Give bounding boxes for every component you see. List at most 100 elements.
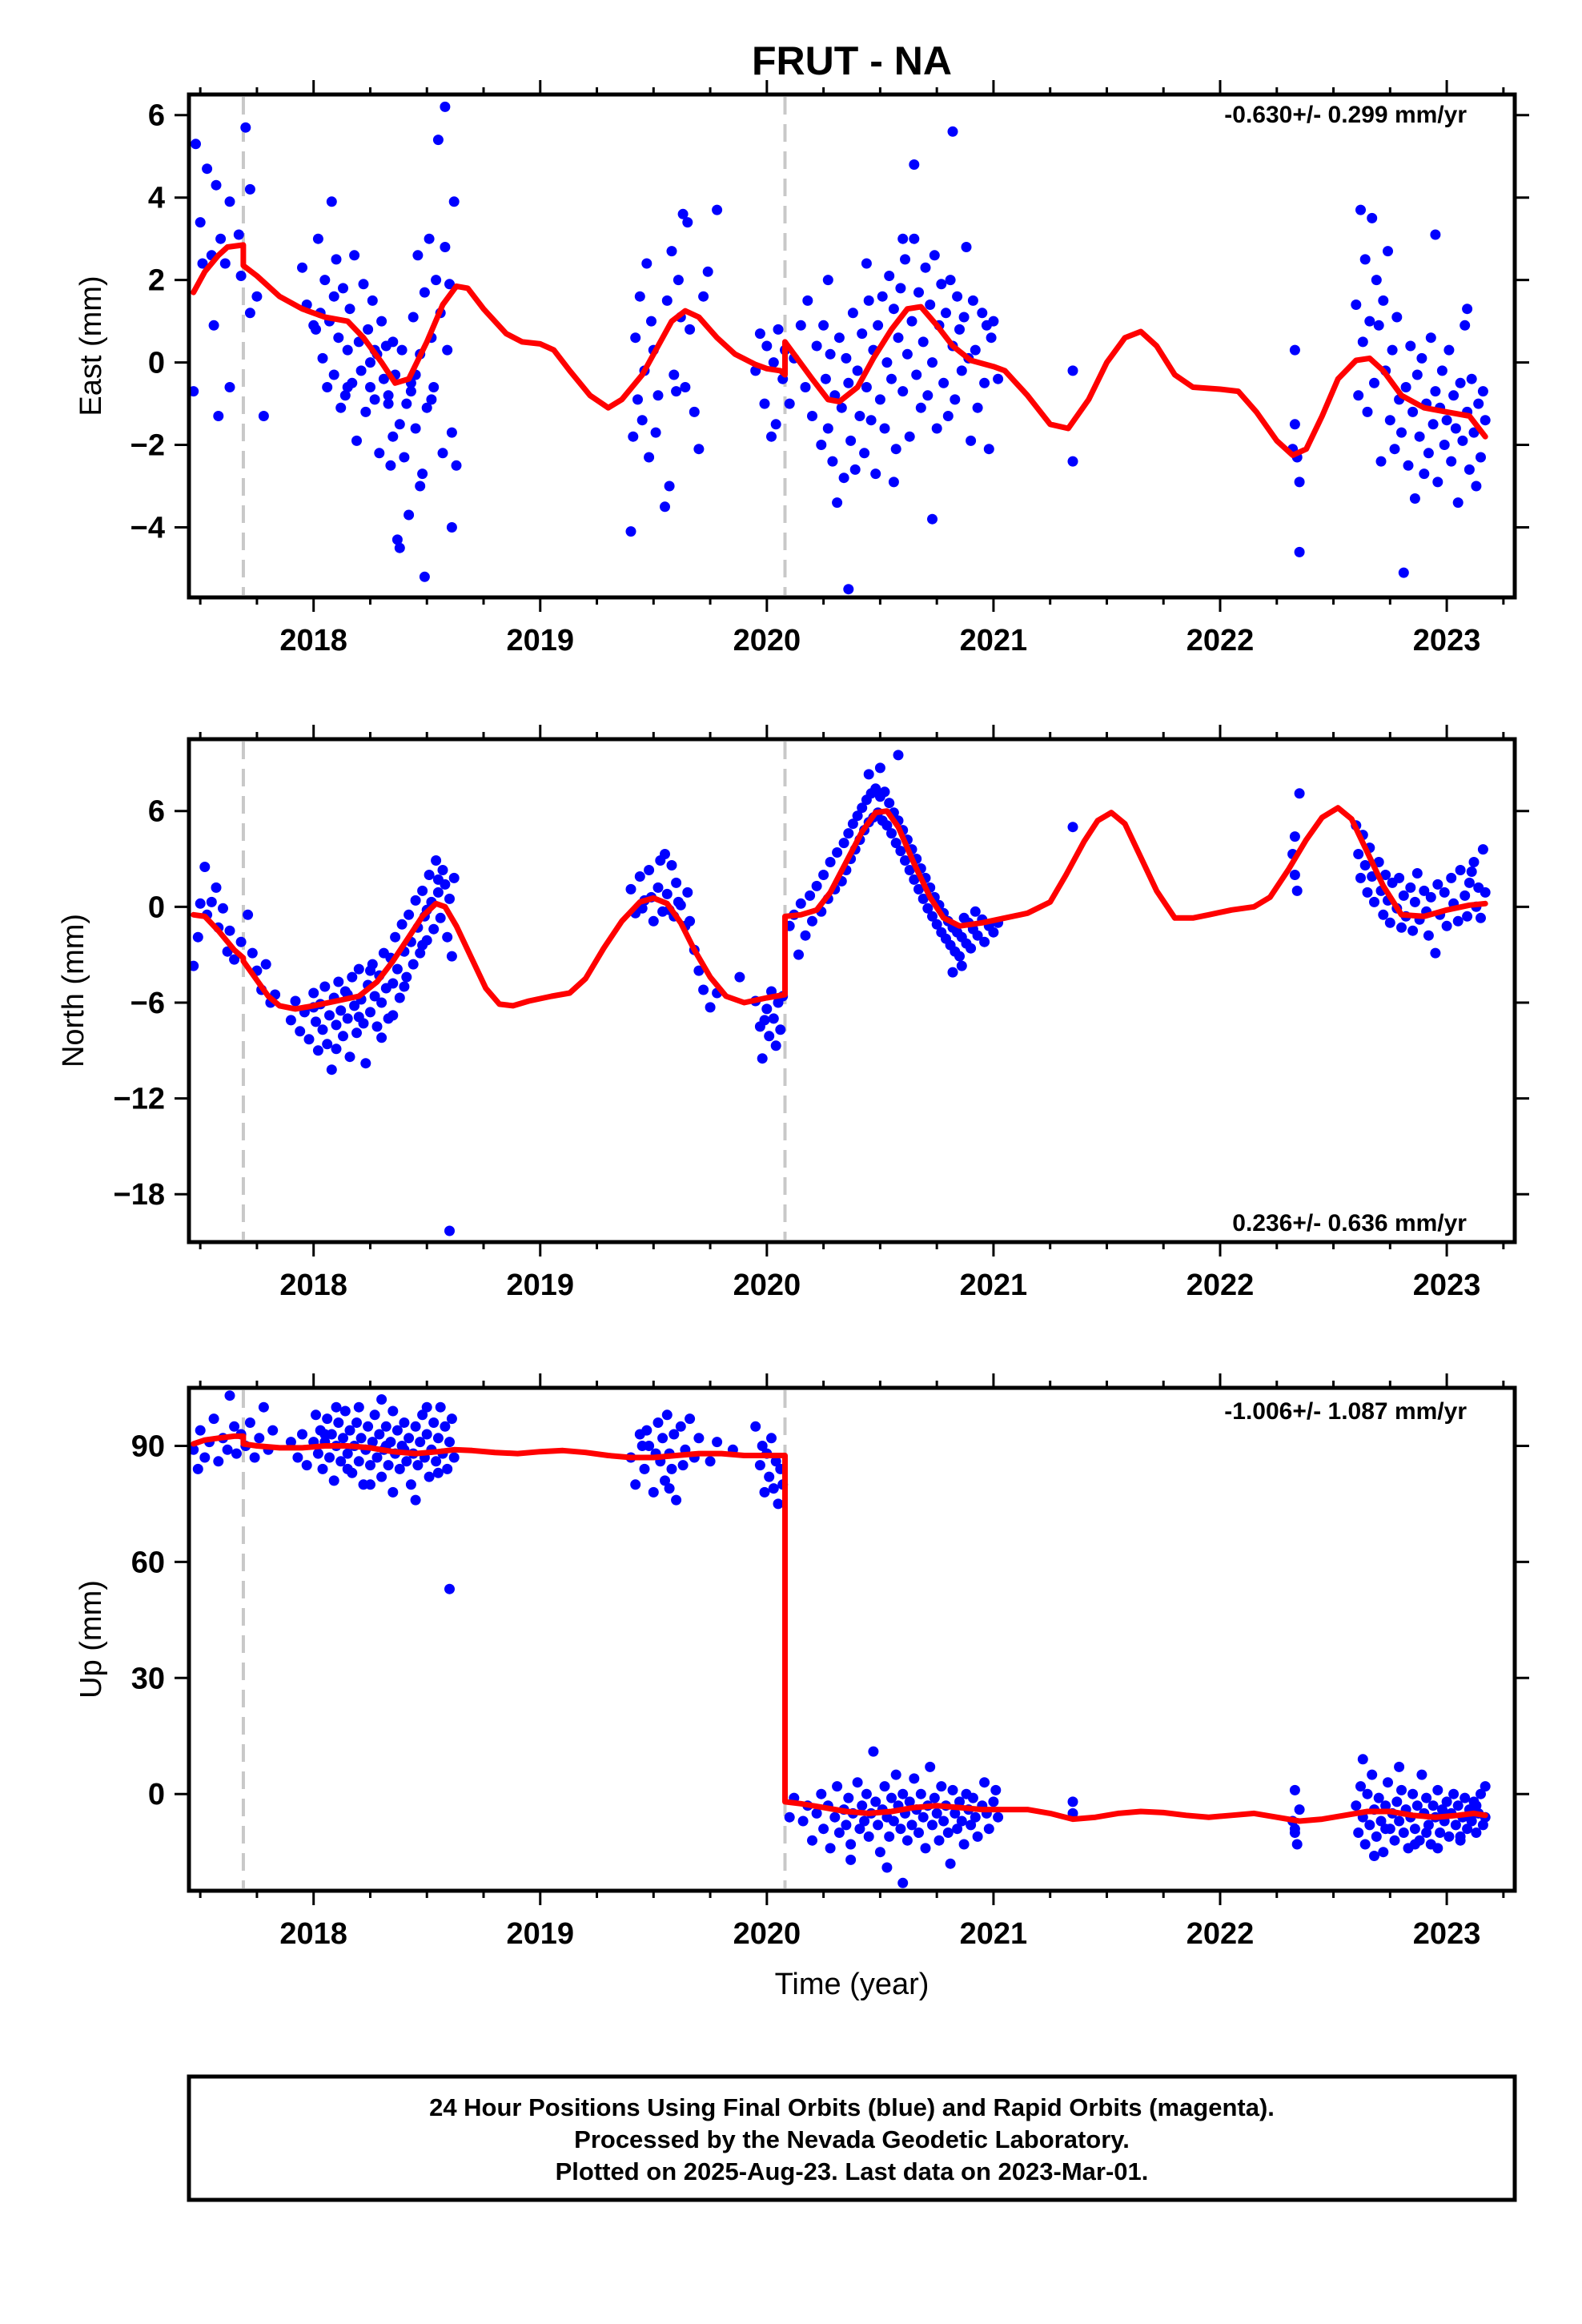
- footer-line-1: 24 Hour Positions Using Final Orbits (bl…: [429, 2093, 1275, 2121]
- east-data-point: [673, 275, 684, 286]
- north-data-point: [444, 1225, 455, 1236]
- east-data-point: [1364, 316, 1375, 327]
- east-data-point: [901, 348, 913, 360]
- north-data-point: [399, 981, 410, 992]
- up-data-point: [816, 1788, 827, 1799]
- east-data-point: [421, 402, 432, 413]
- north-data-point: [884, 798, 895, 809]
- north-data-point: [1289, 870, 1300, 880]
- north-data-point: [308, 987, 319, 999]
- north-data-point: [229, 954, 240, 965]
- north-data-point: [1452, 915, 1464, 927]
- up-data-point: [1460, 1792, 1471, 1803]
- up-data-point: [966, 1819, 977, 1831]
- east-data-point: [702, 266, 713, 277]
- east-data-point: [816, 440, 827, 450]
- north-data-point: [317, 1024, 328, 1035]
- up-data-point: [1409, 1823, 1420, 1835]
- east-data-point: [693, 444, 705, 455]
- up-data-point: [890, 1769, 901, 1780]
- east-data-point: [387, 431, 399, 442]
- up-data-point: [208, 1413, 219, 1425]
- north-data-point: [432, 887, 444, 898]
- east-data-point: [1383, 246, 1393, 257]
- east-data-point: [884, 271, 895, 281]
- up-data-point: [811, 1807, 822, 1819]
- up-y-tick-label: 60: [131, 1546, 165, 1579]
- up-data-point: [353, 1456, 364, 1467]
- east-data-point: [317, 352, 328, 364]
- up-data-point: [1441, 1796, 1452, 1807]
- north-data-point: [424, 870, 435, 880]
- up-data-point: [383, 1460, 394, 1471]
- up-data-point: [292, 1452, 303, 1463]
- east-data-point: [383, 390, 394, 401]
- east-data-point: [988, 316, 999, 327]
- east-data-point: [335, 402, 347, 413]
- up-data-point: [333, 1417, 344, 1428]
- north-data-point: [211, 882, 222, 893]
- east-data-point: [1398, 567, 1409, 578]
- east-data-point: [897, 233, 909, 244]
- up-data-point: [1398, 1827, 1409, 1838]
- up-data-point: [371, 1452, 383, 1463]
- north-data-point: [1378, 909, 1389, 920]
- north-data-point: [319, 981, 331, 992]
- up-data-point: [1351, 1800, 1362, 1811]
- east-data-point: [865, 415, 877, 426]
- east-data-point: [1355, 204, 1366, 215]
- up-data-point: [319, 1429, 331, 1440]
- east-data-point: [391, 534, 403, 545]
- east-data-point: [1389, 444, 1400, 455]
- east-data-point: [1357, 336, 1368, 348]
- up-data-point: [391, 1425, 403, 1436]
- east-data-point: [1436, 365, 1447, 376]
- up-data-point: [317, 1463, 328, 1474]
- east-data-point: [1411, 369, 1423, 380]
- north-data-point: [956, 960, 967, 971]
- north-data-point: [285, 1015, 296, 1026]
- up-data-point: [312, 1448, 323, 1459]
- up-data-point: [1375, 1815, 1387, 1827]
- north-data-point: [879, 786, 890, 798]
- east-data-point: [941, 308, 951, 319]
- east-data-point: [689, 406, 700, 417]
- east-data-point: [1353, 390, 1364, 401]
- north-data-point: [770, 1040, 781, 1051]
- east-data-point: [297, 262, 307, 273]
- east-frame: [187, 92, 1517, 600]
- north-data-point: [1446, 872, 1457, 883]
- north-data-point: [331, 1043, 342, 1055]
- north-x-tick-label: 2021: [960, 1269, 1028, 1302]
- east-data-point: [1477, 386, 1488, 397]
- east-data-point: [404, 509, 415, 521]
- east-data-point: [832, 497, 843, 509]
- north-x-tick-label: 2020: [733, 1269, 801, 1302]
- up-data-point: [1411, 1800, 1423, 1811]
- north-data-point: [931, 919, 942, 930]
- east-data-point: [360, 406, 371, 417]
- east-rate-label: -0.630+/- 0.299 mm/yr: [1224, 102, 1467, 128]
- east-data-point: [945, 275, 956, 286]
- north-data-point: [195, 898, 206, 909]
- north-data-point: [764, 1031, 775, 1042]
- east-data-point: [351, 435, 362, 446]
- east-data-point: [900, 254, 910, 265]
- east-data-point: [224, 196, 235, 207]
- east-data-point: [931, 423, 942, 434]
- east-data-point: [448, 196, 460, 207]
- east-data-point: [861, 258, 872, 269]
- up-frame: [187, 1385, 1517, 1893]
- east-data-point: [385, 460, 396, 471]
- north-data-point: [290, 995, 301, 1007]
- north-data-point: [432, 874, 444, 885]
- north-data-point: [863, 769, 874, 780]
- up-data-point: [685, 1413, 696, 1425]
- up-data-point: [807, 1835, 817, 1846]
- up-data-point: [394, 1463, 405, 1474]
- east-data-point: [942, 411, 954, 421]
- up-data-point: [833, 1827, 845, 1838]
- up-data-point: [387, 1405, 399, 1417]
- north-data-point: [652, 882, 664, 893]
